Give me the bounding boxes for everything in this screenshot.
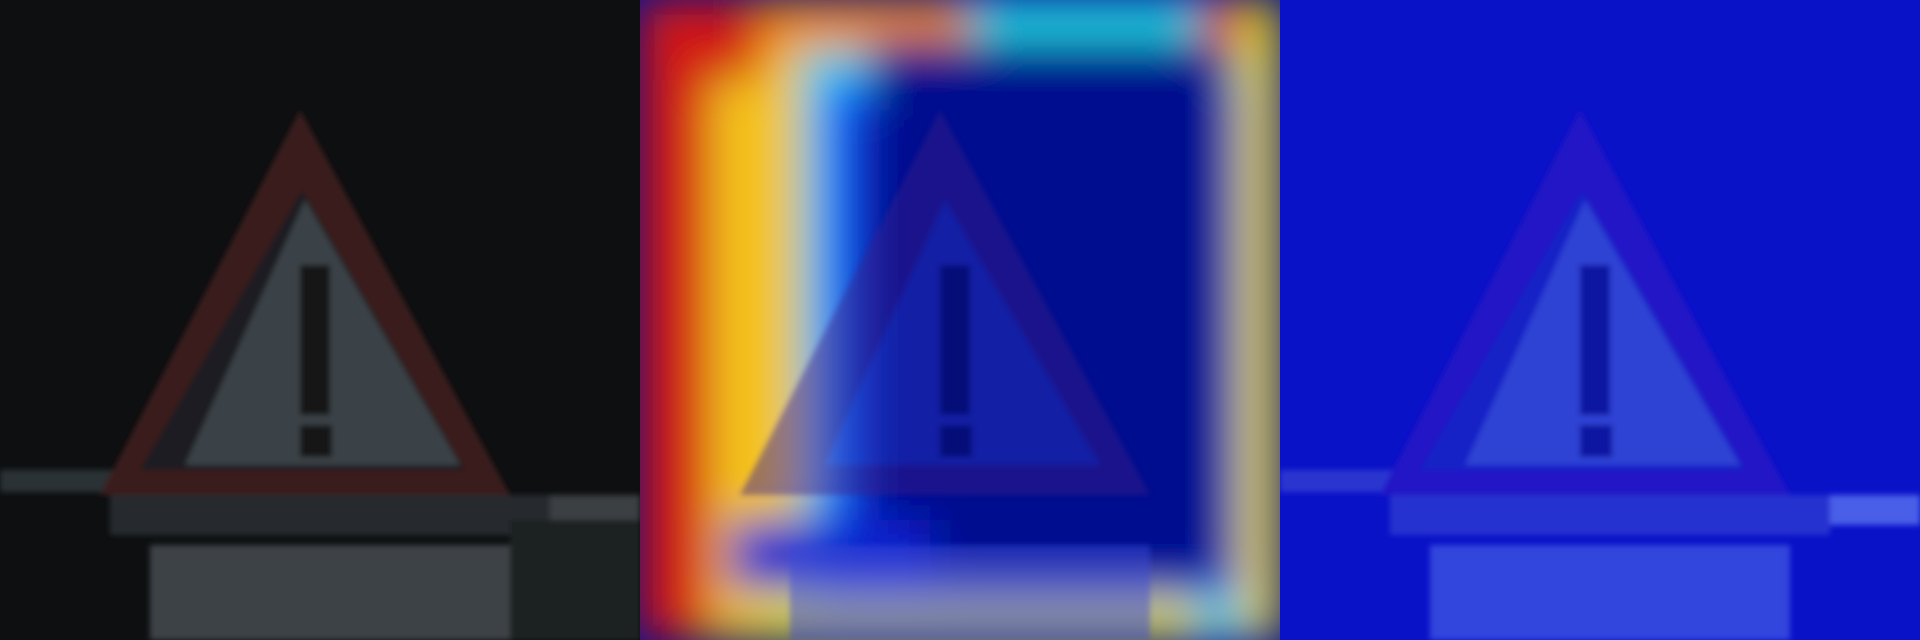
original-photo — [0, 0, 640, 640]
exclamation-dot — [300, 425, 332, 457]
panel-heatmap-overlay — [640, 0, 1280, 640]
panel-original-photo — [0, 0, 640, 640]
panel-masked-photo — [1280, 0, 1920, 640]
heatmap-overlay — [640, 0, 1280, 640]
masked-photo — [1280, 0, 1920, 640]
exclamation-bar — [300, 265, 330, 415]
